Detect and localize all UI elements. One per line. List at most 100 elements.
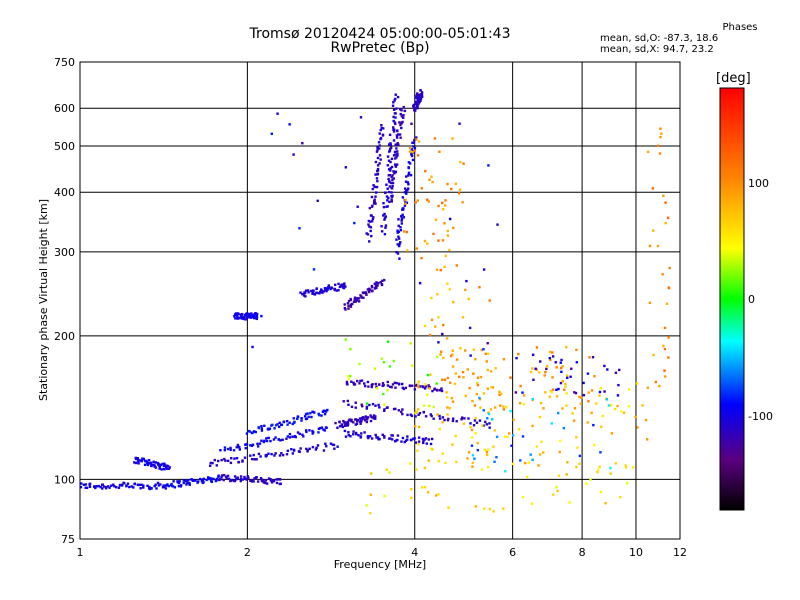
echo-point (317, 431, 320, 434)
echo-point (386, 199, 389, 202)
echo-point (365, 407, 368, 410)
echo-point (395, 381, 398, 385)
echo-point (234, 312, 238, 315)
echo-point (374, 415, 377, 418)
echo-point (514, 391, 518, 394)
echo-point (592, 423, 595, 427)
echo-point (306, 289, 310, 292)
echo-point (559, 366, 563, 370)
echo-point (215, 464, 218, 467)
echo-point (248, 313, 252, 316)
echo-point (355, 379, 359, 383)
echo-point (238, 446, 241, 449)
echo-point (664, 375, 667, 378)
echo-point (415, 95, 418, 99)
echo-point (249, 444, 252, 447)
echo-point (275, 481, 279, 485)
echo-point (659, 135, 662, 139)
echo-point (259, 455, 262, 458)
echo-point (648, 301, 652, 305)
echo-point (365, 402, 369, 405)
echo-point (565, 473, 568, 476)
echo-point (442, 356, 445, 360)
echo-point (397, 237, 401, 240)
echo-point (396, 243, 399, 246)
echo-point (240, 317, 244, 320)
echo-point (396, 142, 399, 145)
echo-point (319, 427, 322, 430)
echo-point (560, 358, 563, 362)
echo-point (344, 285, 347, 288)
echo-point (521, 435, 525, 438)
echo-point (316, 291, 319, 295)
echo-point (502, 408, 506, 411)
echo-point (652, 353, 655, 357)
echo-point (482, 409, 485, 412)
echo-point (288, 432, 292, 436)
echo-point (427, 200, 431, 203)
echo-point (427, 459, 430, 462)
echo-point (359, 116, 363, 119)
echo-point (367, 219, 371, 223)
echo-point (415, 410, 418, 413)
echo-point (146, 462, 149, 465)
echo-point (374, 202, 377, 205)
echo-point (459, 160, 462, 164)
echo-point (265, 482, 269, 485)
echo-point (411, 150, 414, 154)
echo-point (254, 430, 257, 434)
echo-point (389, 142, 392, 145)
echo-point (662, 194, 665, 197)
echo-point (281, 438, 284, 441)
echo-point (610, 432, 613, 435)
echo-point (387, 177, 390, 181)
echo-point (660, 132, 663, 135)
echo-point (452, 417, 455, 420)
echo-point (415, 468, 418, 471)
echo-point (470, 428, 474, 432)
echo-point (558, 450, 561, 454)
echo-point (346, 420, 349, 424)
echo-point (243, 475, 246, 479)
echo-point (667, 356, 670, 359)
echo-point (154, 466, 158, 469)
echo-point (326, 286, 330, 289)
echo-point (651, 187, 655, 190)
echo-point (434, 325, 437, 328)
y-tick-label: 200 (54, 330, 75, 343)
echo-point (158, 465, 162, 468)
echo-point (288, 421, 291, 424)
echo-point (233, 457, 236, 460)
echo-point (348, 374, 352, 378)
echo-point (607, 404, 611, 407)
echo-point (448, 217, 452, 221)
echo-point (658, 384, 661, 388)
echo-point (416, 449, 419, 452)
echo-point (624, 464, 627, 467)
echo-point (388, 200, 391, 204)
echo-point (391, 438, 394, 441)
echo-point (386, 384, 390, 387)
echo-point (535, 346, 539, 349)
echo-point (366, 288, 370, 291)
echo-point (150, 487, 153, 490)
echo-point (391, 181, 395, 185)
echo-point (391, 194, 394, 198)
echo-point (486, 387, 490, 390)
echo-point (495, 435, 499, 439)
echo-point (349, 435, 352, 438)
echo-point (521, 391, 524, 394)
echo-point (510, 444, 513, 447)
echo-point (370, 284, 374, 288)
echo-point (230, 456, 233, 460)
echo-point (378, 162, 381, 165)
echo-point (438, 427, 441, 431)
echo-point (368, 225, 371, 228)
echo-point (325, 426, 328, 430)
echo-point (440, 387, 443, 390)
echo-point (377, 141, 381, 144)
echo-point (378, 154, 382, 157)
echo-point (600, 425, 603, 429)
echo-point (235, 446, 238, 449)
echo-point (292, 421, 296, 424)
